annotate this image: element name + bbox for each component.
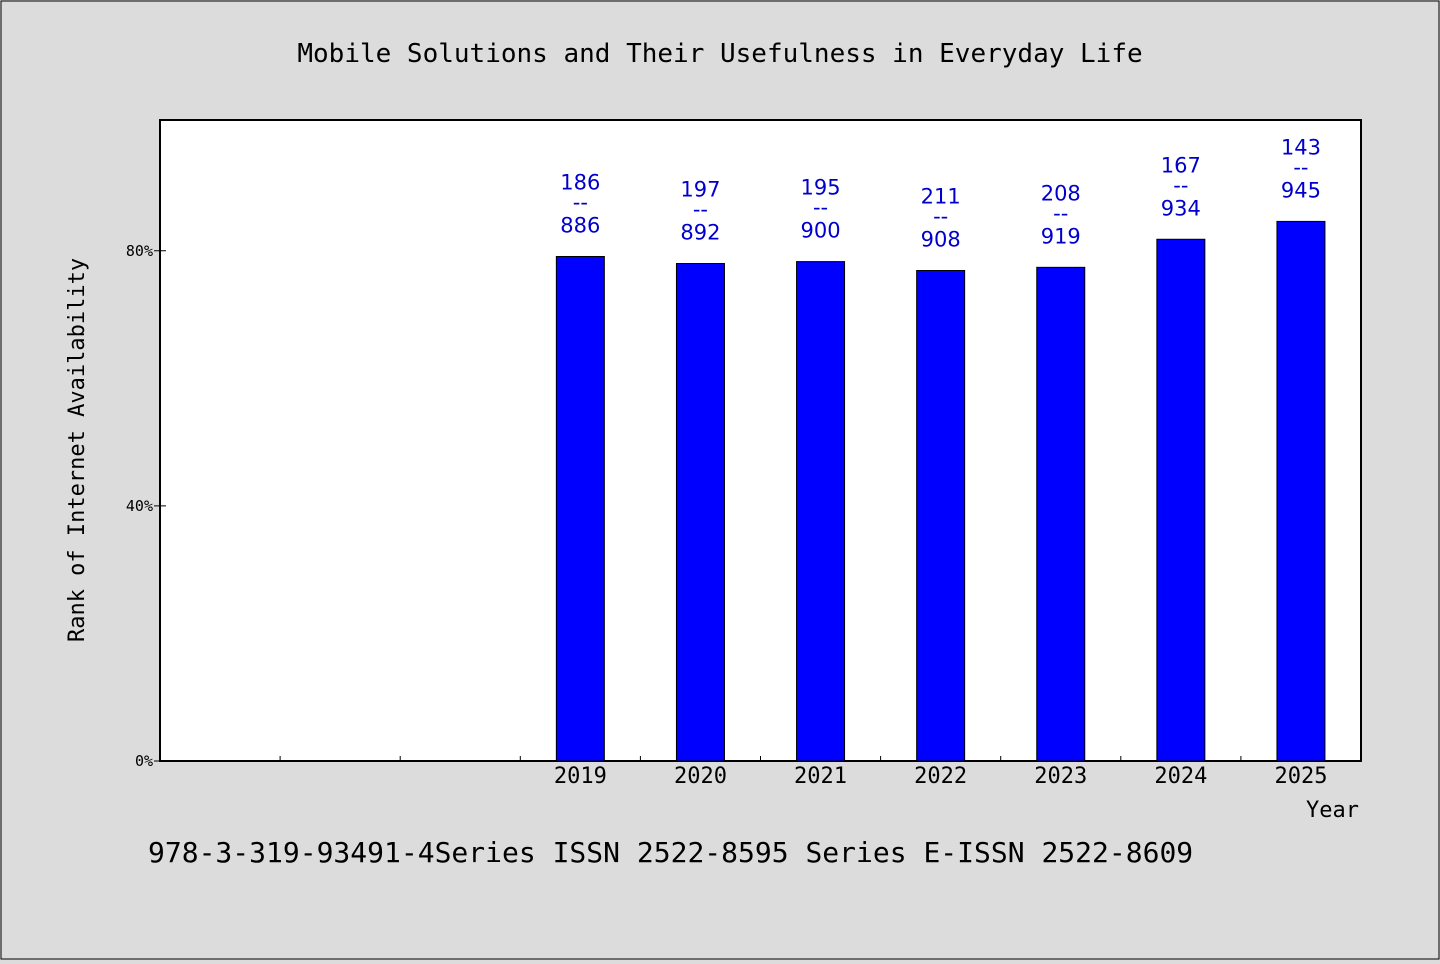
- data-label-bottom-2021: 900: [801, 219, 841, 243]
- y-tick-label-80%: 80%: [126, 242, 153, 260]
- x-tick-label-2023: 2023: [1034, 764, 1087, 789]
- data-label-top-2020: 197: [680, 178, 720, 202]
- data-label-top-2021: 195: [801, 176, 841, 200]
- footer-text: 978-3-319-93491-4Series ISSN 2522-8595 S…: [148, 836, 1193, 869]
- data-label-bottom-2025: 945: [1281, 178, 1321, 202]
- data-label-top-2023: 208: [1041, 181, 1081, 205]
- data-label-sep-2023: --: [1053, 201, 1068, 225]
- bar-2022: [916, 270, 966, 762]
- data-label-top-2025: 143: [1281, 135, 1321, 159]
- chart-title: Mobile Solutions and Their Usefulness in…: [297, 39, 1142, 69]
- data-label-bottom-2023: 919: [1041, 224, 1081, 248]
- data-label-bottom-2020: 892: [680, 221, 720, 245]
- data-labels-group: 186--886197--892195--900211--908208--919…: [560, 135, 1321, 251]
- x-tick-label-2022: 2022: [914, 764, 967, 789]
- bar-2024: [1156, 238, 1206, 762]
- y-axis: 0% 40% 80%: [126, 242, 166, 770]
- data-label-top-2019: 186: [560, 170, 600, 194]
- x-tick-label-2025: 2025: [1274, 764, 1327, 789]
- data-label-bottom-2024: 934: [1161, 196, 1201, 220]
- data-label-sep-2025: --: [1293, 155, 1308, 179]
- x-tick-label-2019: 2019: [554, 764, 607, 789]
- y-axis-label: Rank of Internet Availability: [65, 258, 90, 642]
- bar-2021: [796, 261, 846, 762]
- y-tick-label-0%: 0%: [135, 752, 153, 770]
- x-axis: 2019 2020 2021 2022 2023 2024 2025: [279, 756, 1327, 789]
- bars-group: [555, 220, 1326, 762]
- bar-2023: [1036, 266, 1086, 762]
- bar-2019: [555, 255, 605, 762]
- x-tick-label-2020: 2020: [674, 764, 727, 789]
- x-axis-label: Year: [1306, 798, 1359, 823]
- data-label-sep-2021: --: [813, 196, 828, 220]
- data-label-sep-2020: --: [693, 198, 708, 222]
- data-label-bottom-2019: 886: [560, 213, 600, 237]
- data-label-top-2024: 167: [1161, 153, 1201, 177]
- data-label-top-2022: 211: [921, 185, 961, 209]
- y-tick-label-40%: 40%: [126, 497, 153, 515]
- data-label-sep-2019: --: [573, 190, 588, 214]
- x-tick-label-2021: 2021: [794, 764, 847, 789]
- bar-2025: [1276, 220, 1326, 762]
- data-label-sep-2024: --: [1173, 173, 1188, 197]
- data-label-sep-2022: --: [933, 205, 948, 229]
- bar-2020: [675, 263, 725, 762]
- x-tick-label-2024: 2024: [1154, 764, 1207, 789]
- data-label-bottom-2022: 908: [921, 228, 961, 252]
